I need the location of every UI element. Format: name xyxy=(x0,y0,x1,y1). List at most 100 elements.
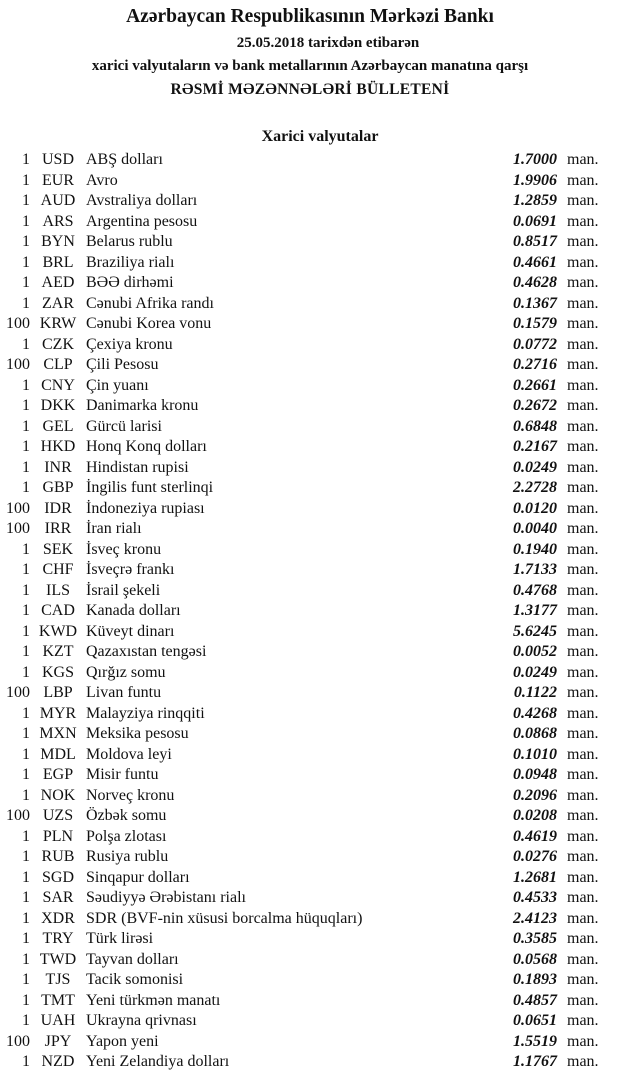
currency-code: MDL xyxy=(40,745,76,763)
currency-name: Malayziya rinqqiti xyxy=(86,704,205,722)
unit-label: man. xyxy=(567,991,599,1009)
currency-row: 1 TWD Tayvan dolları 0.0568 man. xyxy=(0,950,620,971)
currency-code: TMT xyxy=(41,991,75,1009)
currency-quantity: 100 xyxy=(6,807,30,824)
currency-code: UAH xyxy=(40,1012,76,1029)
unit-label: man. xyxy=(567,171,599,189)
exchange-rate: 0.4661 xyxy=(513,253,557,271)
currency-row: 1 KGS Qırğız somu 0.0249 man. xyxy=(0,663,620,684)
currency-quantity: 1 xyxy=(22,274,30,291)
currency-name: Hindistan rupisi xyxy=(86,458,189,476)
currency-name: Qırğız somu xyxy=(86,663,166,681)
currency-code: NZD xyxy=(41,1053,75,1070)
exchange-rate: 0.4533 xyxy=(513,889,557,906)
currency-quantity: 1 xyxy=(22,1012,30,1029)
currency-name: Sinqapur dolları xyxy=(86,868,190,886)
currency-code: GBP xyxy=(42,479,74,496)
currency-name: Polşa zlotası xyxy=(86,827,167,845)
currency-quantity: 1 xyxy=(22,622,30,640)
currency-code: TWD xyxy=(39,950,77,968)
unit-label: man. xyxy=(567,253,599,271)
currency-code: CAD xyxy=(41,602,75,619)
exchange-rate: 0.1893 xyxy=(513,971,557,988)
currency-row: 1 SEK İsveç kronu 0.1940 man. xyxy=(0,540,620,561)
exchange-rate: 0.4628 xyxy=(513,274,557,291)
unit-label: man. xyxy=(567,315,599,332)
currency-code: INR xyxy=(44,458,72,476)
unit-label: man. xyxy=(567,274,599,291)
unit-label: man. xyxy=(567,889,599,906)
currency-quantity: 100 xyxy=(6,684,30,701)
currency-name: İsveçrə frankı xyxy=(86,561,175,578)
currency-name: Çexiya kronu xyxy=(86,335,173,353)
exchange-rate: 0.1579 xyxy=(513,315,557,332)
unit-label: man. xyxy=(567,499,599,517)
currency-quantity: 1 xyxy=(22,868,30,886)
currency-code: ZAR xyxy=(42,294,74,312)
unit-label: man. xyxy=(567,602,599,619)
currency-quantity: 1 xyxy=(22,909,30,927)
exchange-rate: 0.2167 xyxy=(513,438,557,455)
currency-row: 100 KRW Cənubi Korea vonu 0.1579 man. xyxy=(0,314,620,335)
currency-code: XDR xyxy=(41,909,75,927)
currency-name: Misir funtu xyxy=(86,766,159,783)
currency-row: 1 MXN Meksika pesosu 0.0868 man. xyxy=(0,724,620,745)
unit-label: man. xyxy=(567,1012,599,1029)
currency-row: 1 TRY Türk lirəsi 0.3585 man. xyxy=(0,929,620,950)
exchange-rate: 1.9906 xyxy=(513,171,557,189)
currency-name: İngilis funt sterlinqi xyxy=(86,479,214,496)
exchange-rate: 5.6245 xyxy=(513,622,557,640)
section-title: Xarici valyutalar xyxy=(261,128,379,145)
currency-code: IDR xyxy=(44,499,72,517)
unit-label: man. xyxy=(567,868,599,886)
currency-code: ARS xyxy=(42,212,74,230)
currency-quantity: 1 xyxy=(22,930,30,947)
currency-code: EUR xyxy=(42,171,74,189)
currency-row: 1 AED BƏƏ dirhəmi 0.4628 man. xyxy=(0,273,620,294)
exchange-rate: 0.2096 xyxy=(513,786,557,804)
currency-code: EGP xyxy=(42,766,74,783)
unit-label: man. xyxy=(567,950,599,968)
currency-code: RUB xyxy=(41,848,75,865)
currency-code: IRR xyxy=(44,520,72,537)
currency-name: Norveç kronu xyxy=(86,786,175,804)
currency-name: Qazaxıstan tengəsi xyxy=(86,643,207,660)
currency-row: 1 INR Hindistan rupisi 0.0249 man. xyxy=(0,458,620,479)
exchange-rate: 0.0052 xyxy=(513,643,557,660)
currency-code: SAR xyxy=(42,889,74,906)
currency-row: 1 MYR Malayziya rinqqiti 0.4268 man. xyxy=(0,704,620,725)
currency-name: Gürcü larisi xyxy=(86,417,162,435)
currency-quantity: 100 xyxy=(6,356,30,373)
currency-quantity: 1 xyxy=(22,889,30,906)
unit-label: man. xyxy=(567,622,599,640)
currency-code: KRW xyxy=(39,315,77,332)
currency-row: 100 JPY Yapon yeni 1.5519 man. xyxy=(0,1032,620,1053)
unit-label: man. xyxy=(567,458,599,476)
currency-name: Honq Konq dolları xyxy=(86,438,207,455)
currency-code: KWD xyxy=(38,622,78,640)
exchange-rate: 0.1122 xyxy=(513,684,557,701)
currency-name: Səudiyyə Ərəbistanı rialı xyxy=(86,889,246,906)
currency-quantity: 1 xyxy=(22,643,30,660)
currency-row: 1 BRL Braziliya rialı 0.4661 man. xyxy=(0,253,620,274)
currency-name: Cənubi Afrika randı xyxy=(86,294,214,312)
exchange-rate: 1.2681 xyxy=(513,868,557,886)
unit-label: man. xyxy=(567,520,599,537)
currency-row: 1 ZAR Cənubi Afrika randı 0.1367 man. xyxy=(0,294,620,315)
unit-label: man. xyxy=(567,356,599,373)
exchange-rate: 0.0651 xyxy=(513,1012,557,1029)
currency-name: Özbək somu xyxy=(86,807,167,824)
currency-code: LBP xyxy=(43,684,73,701)
unit-label: man. xyxy=(567,909,599,927)
unit-label: man. xyxy=(567,684,599,701)
exchange-rate: 0.1367 xyxy=(513,294,557,312)
currency-row: 1 CHF İsveçrə frankı 1.7133 man. xyxy=(0,560,620,581)
currency-code: BRL xyxy=(42,253,74,271)
currency-name: ABŞ dolları xyxy=(86,151,163,168)
currency-name: Tacik somonisi xyxy=(86,971,184,988)
currency-row: 100 IDR İndoneziya rupiası 0.0120 man. xyxy=(0,499,620,520)
subtitle: xarici valyutaların və bank metallarının… xyxy=(91,58,529,74)
currency-code: HKD xyxy=(40,438,76,455)
exchange-rate: 0.1940 xyxy=(513,540,557,558)
bank-name: Azərbaycan Respublikasının Mərkəzi Bankı xyxy=(126,6,494,27)
